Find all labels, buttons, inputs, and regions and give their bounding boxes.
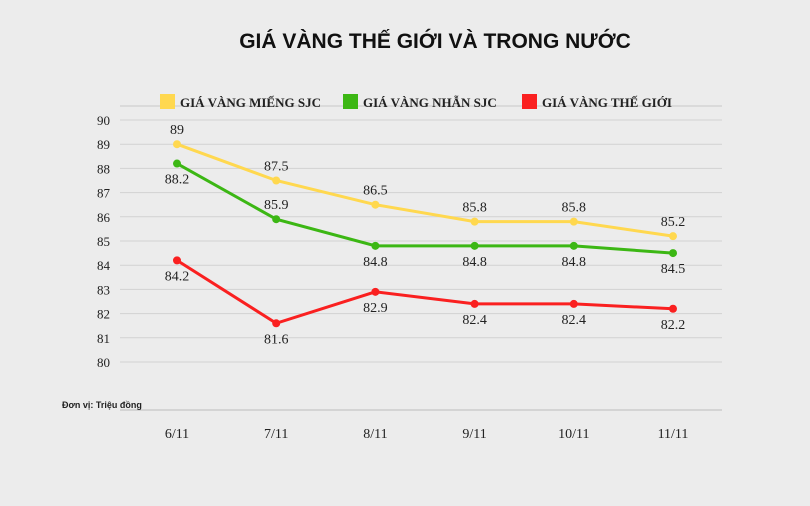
y-tick-label: 81 [97,331,110,346]
data-label: 84.8 [363,255,388,270]
chart-title: GIÁ VÀNG THẾ GIỚI VÀ TRONG NƯỚC [239,30,631,53]
series-line [176,259,674,325]
data-label: 82.9 [363,301,388,316]
legend-swatch [343,94,358,109]
y-tick-label: 83 [97,282,110,297]
data-label: 88.2 [165,173,190,188]
data-point [470,299,479,308]
y-tick-label: 90 [97,113,110,128]
data-point [569,299,578,308]
legend-label: GIÁ VÀNG THẾ GIỚI [542,95,672,110]
x-tick-label: 9/11 [462,427,486,442]
legend-swatch [160,94,175,109]
x-tick-label: 11/11 [658,427,689,442]
y-tick-label: 80 [97,355,110,370]
unit-note: Đơn vị: Triệu đồng [62,400,142,410]
data-label: 84.8 [462,255,487,270]
data-point [470,241,479,250]
data-label: 82.2 [661,318,686,333]
data-point [272,215,281,224]
legend-label: GIÁ VÀNG MIẾNG SJC [180,95,321,110]
y-tick-label: 88 [97,161,110,176]
data-label: 81.6 [264,332,289,347]
x-tick-label: 6/11 [165,427,189,442]
y-tick-label: 89 [97,137,110,152]
data-label: 82.4 [462,313,487,328]
data-point [569,217,578,226]
data-label: 85.8 [462,201,487,216]
data-point [173,140,181,149]
data-label: 85.8 [562,201,587,216]
data-point [371,200,380,209]
data-point [669,232,677,241]
y-tick-label: 82 [97,307,110,322]
x-tick-label: 10/11 [558,427,589,442]
data-label: 89 [170,123,184,138]
data-point [173,256,181,265]
data-label: 84.8 [562,255,587,270]
data-label: 84.5 [661,262,686,277]
data-point [371,241,380,250]
legend-label: GIÁ VÀNG NHẪN SJC [363,95,497,110]
data-point [173,159,181,168]
data-point [272,319,281,328]
y-tick-label: 87 [97,186,111,201]
y-tick-label: 86 [97,210,111,225]
data-label: 87.5 [264,160,289,175]
data-point [669,304,677,313]
data-label: 82.4 [562,313,587,328]
data-label: 85.2 [661,215,686,230]
y-tick-label: 85 [97,234,110,249]
data-label: 86.5 [363,184,388,199]
data-label: 84.2 [165,269,190,284]
data-point [371,287,380,296]
data-point [669,249,677,258]
legend-swatch [522,94,537,109]
x-tick-label: 8/11 [363,427,387,442]
data-label: 85.9 [264,198,289,213]
series-line [176,162,674,255]
x-tick-label: 7/11 [264,427,288,442]
y-tick-label: 84 [97,258,111,273]
data-point [569,241,578,250]
data-point [470,217,479,226]
series-line [176,142,674,238]
data-point [272,176,281,185]
